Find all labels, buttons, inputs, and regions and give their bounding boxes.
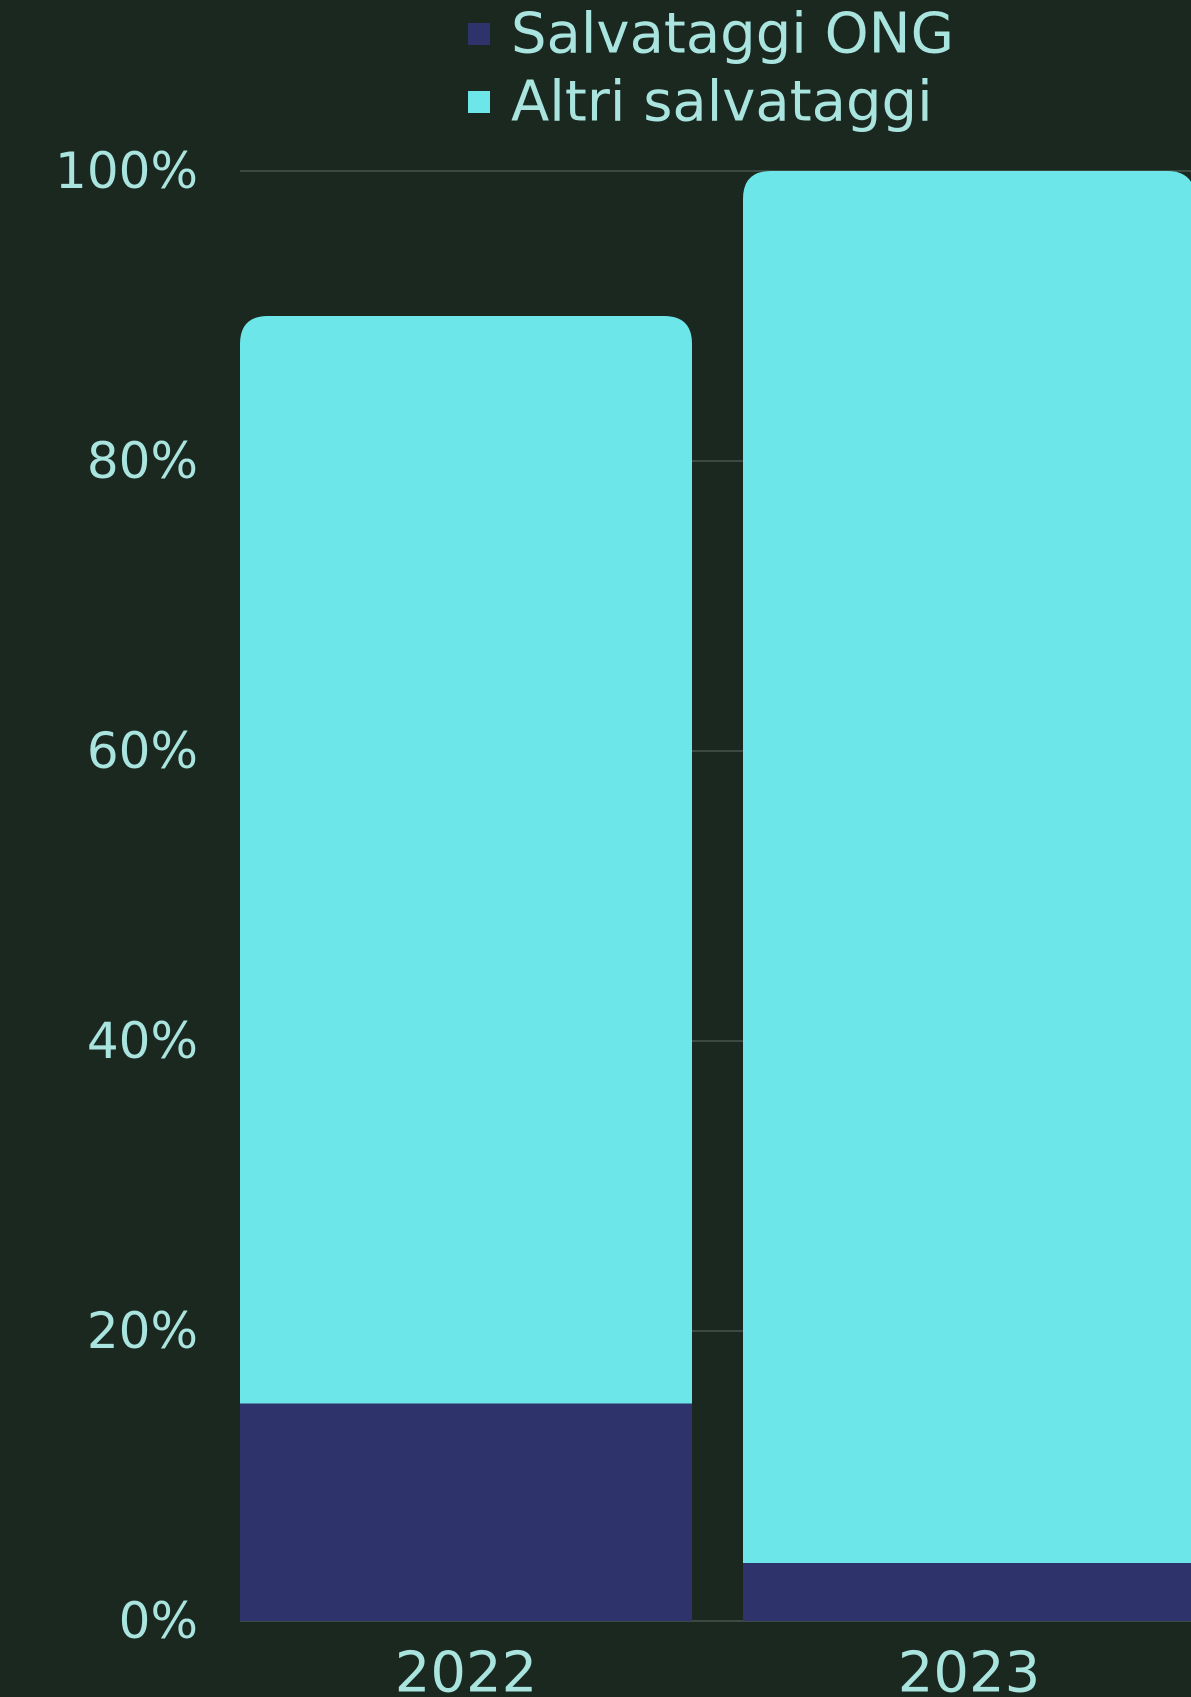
legend-label: Salvataggi ONG bbox=[511, 2, 954, 67]
y-tick-label: 100% bbox=[55, 142, 198, 200]
bar-segment-altri-salvataggi-2023 bbox=[743, 171, 1191, 1563]
y-tick-label: 60% bbox=[87, 722, 198, 780]
y-axis: 0% 20% 40% 60% 80% 100% bbox=[55, 142, 198, 1650]
legend-swatch bbox=[468, 91, 490, 113]
y-tick-label: 80% bbox=[87, 432, 198, 490]
x-tick-label: 2022 bbox=[395, 1641, 538, 1697]
y-tick-label: 20% bbox=[87, 1302, 198, 1360]
bars bbox=[240, 171, 1191, 1621]
bar-segment-salvataggi-ong-2022 bbox=[240, 1403, 692, 1621]
y-tick-label: 40% bbox=[87, 1012, 198, 1070]
legend-label: Altri salvataggi bbox=[511, 70, 933, 135]
bar-segment-salvataggi-ong-2023 bbox=[743, 1563, 1191, 1621]
bar-segment-altri-salvataggi-2022 bbox=[240, 316, 692, 1404]
y-tick-label: 0% bbox=[119, 1592, 198, 1650]
legend-swatch bbox=[468, 23, 490, 45]
x-axis: 2022 2023 bbox=[395, 1641, 1041, 1697]
x-tick-label: 2023 bbox=[898, 1641, 1041, 1697]
